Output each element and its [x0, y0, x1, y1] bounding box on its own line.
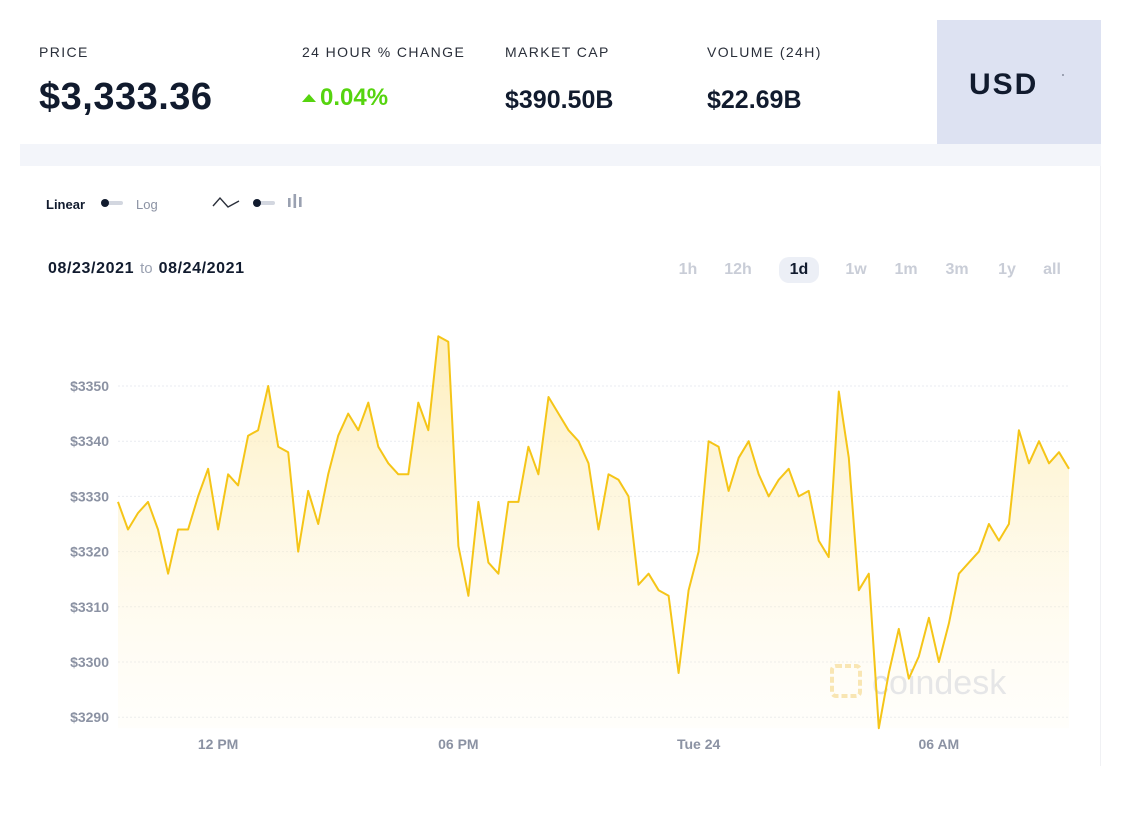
tab-1y[interactable]: 1y: [998, 261, 1016, 278]
tab-1w[interactable]: 1w: [845, 261, 867, 278]
currency-select[interactable]: USD ˈ: [937, 20, 1101, 144]
change-label: 24 HOUR % CHANGE: [302, 44, 466, 60]
y-tick-label: $3330: [70, 488, 109, 504]
tab-1d[interactable]: 1d: [779, 257, 819, 283]
log-scale-label[interactable]: Log: [136, 197, 158, 212]
date-range[interactable]: 08/23/2021 to 08/24/2021: [48, 260, 245, 278]
switch-track: [105, 201, 123, 205]
price-label: PRICE: [39, 44, 89, 60]
chevron-down-icon: ˈ: [1061, 72, 1065, 86]
y-tick-label: $3310: [70, 599, 109, 615]
up-triangle-icon: [302, 94, 316, 102]
tab-3m[interactable]: 3m: [945, 261, 969, 278]
y-tick-label: $3290: [70, 709, 109, 725]
price-value: $3,333.36: [39, 76, 213, 118]
date-to[interactable]: 08/24/2021: [158, 260, 245, 277]
scale-toggle-switch[interactable]: [101, 199, 123, 207]
switch-track: [257, 201, 275, 205]
y-axis-labels: $3290 $3300 $3310 $3320 $3330 $3340 $3350: [70, 378, 109, 725]
switch-knob: [253, 199, 261, 207]
right-border: [1100, 166, 1101, 766]
header-divider-band: [20, 144, 1101, 166]
price-chart[interactable]: $3290$3300$3310$3320$3330$3340$3350 coin…: [0, 300, 1100, 780]
stats-header: PRICE $3,333.36 24 HOUR % CHANGE 0.04% M…: [20, 20, 1101, 144]
change-value: 0.04%: [320, 84, 389, 111]
switch-knob: [101, 199, 109, 207]
currency-label: USD: [969, 68, 1039, 101]
x-axis-labels: 12 PM 06 PM Tue 24 06 AM: [198, 736, 959, 752]
x-tick-label: 06 PM: [438, 736, 478, 752]
volume-label: VOLUME (24H): [707, 44, 822, 60]
y-tick-label: $3350: [70, 378, 109, 394]
date-range-to: to: [140, 260, 153, 277]
line-chart-icon[interactable]: [212, 194, 240, 210]
market-cap-value: $390.50B: [505, 86, 614, 114]
volume-value: $22.69B: [707, 86, 802, 114]
linear-scale-label[interactable]: Linear: [46, 197, 86, 212]
candlestick-chart-icon[interactable]: [286, 192, 304, 210]
y-tick-label: $3320: [70, 544, 109, 560]
price-line: [117, 335, 1070, 730]
x-tick-label: 12 PM: [198, 736, 238, 752]
x-tick-label: Tue 24: [677, 736, 721, 752]
tab-1m[interactable]: 1m: [894, 261, 918, 278]
y-tick-label: $3340: [70, 433, 109, 449]
change-value-wrap: 0.04%: [302, 84, 388, 112]
chart-type-toggle-switch[interactable]: [253, 199, 275, 207]
x-tick-label: 06 AM: [919, 736, 960, 752]
tab-1h[interactable]: 1h: [678, 261, 698, 278]
tab-12h[interactable]: 12h: [724, 261, 752, 278]
date-from[interactable]: 08/23/2021: [48, 260, 135, 277]
price-area-fill: [118, 336, 1069, 729]
tab-all[interactable]: all: [1043, 261, 1061, 278]
y-tick-label: $3300: [70, 654, 109, 670]
market-cap-label: MARKET CAP: [505, 44, 610, 60]
